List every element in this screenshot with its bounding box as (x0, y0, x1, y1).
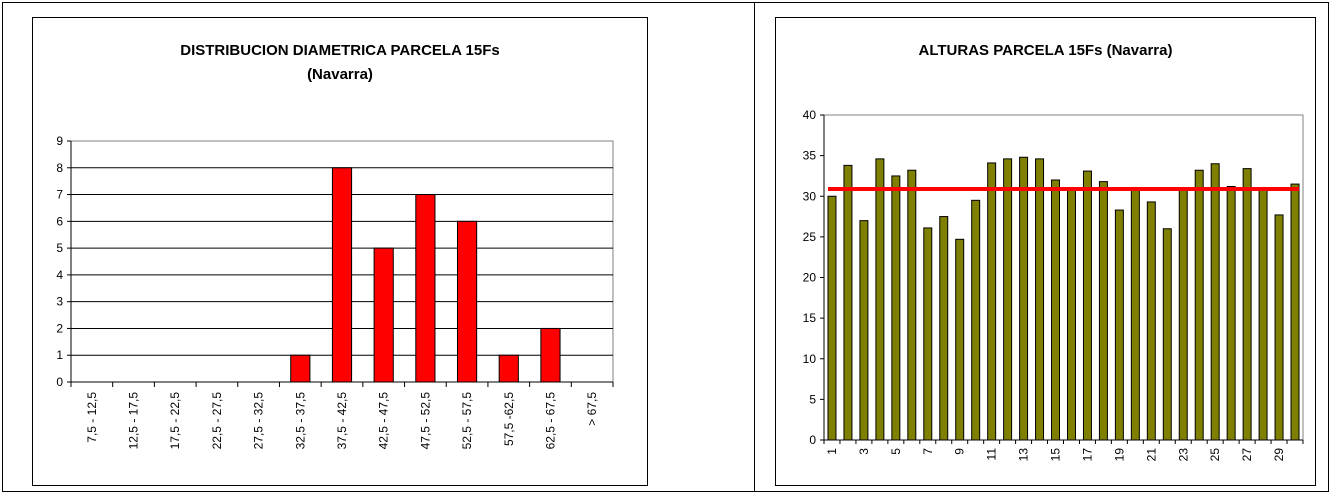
x-tick-label: 42,5 - 47,5 (377, 392, 391, 450)
x-tick-label: > 67,5 (585, 392, 599, 426)
bar (290, 354, 311, 383)
bar (1003, 158, 1013, 441)
y-tick-label: 3 (56, 295, 63, 309)
bar (923, 227, 933, 441)
x-tick-label: 15 (1049, 448, 1063, 462)
y-tick-label: 20 (803, 271, 817, 285)
bar (1258, 187, 1268, 441)
y-tick-label: 25 (803, 230, 817, 244)
y-tick-label: 8 (56, 161, 63, 175)
x-tick-label: 47,5 - 52,5 (418, 392, 432, 450)
bar (1035, 158, 1045, 441)
x-tick-label: 11 (985, 448, 999, 461)
bar (1051, 179, 1061, 441)
bar (875, 158, 885, 441)
x-tick-label: 9 (953, 448, 967, 455)
y-tick-label: 1 (56, 348, 63, 362)
panel-divider (754, 2, 755, 492)
y-tick-label: 6 (56, 214, 63, 228)
x-tick-label: 17,5 - 22,5 (168, 392, 182, 450)
y-tick-label: 5 (56, 241, 63, 255)
x-tick-label: 3 (857, 448, 871, 455)
y-tick-label: 7 (56, 188, 63, 202)
bar (939, 216, 949, 441)
y-tick-label: 5 (809, 392, 816, 406)
bar (1290, 183, 1300, 441)
bar (498, 354, 519, 383)
bar (373, 247, 394, 383)
bar (907, 169, 917, 441)
x-tick-label: 5 (889, 448, 903, 455)
y-tick-label: 2 (56, 321, 63, 335)
y-tick-label: 10 (803, 352, 817, 366)
bar (456, 220, 478, 383)
y-tick-label: 30 (803, 189, 817, 203)
x-tick-label: 13 (1017, 448, 1031, 462)
x-tick-label: 37,5 - 42,5 (335, 392, 349, 450)
bar (1019, 156, 1029, 441)
bar (827, 195, 837, 441)
chart-title-line-2: (Navarra) (307, 66, 373, 83)
x-tick-label: 25 (1208, 448, 1222, 462)
x-tick-label: 32,5 - 37,5 (293, 392, 307, 450)
bar (415, 194, 436, 383)
x-tick-label: 57,5 -62,5 (502, 392, 516, 446)
x-tick-label: 29 (1272, 448, 1286, 462)
bar (971, 199, 981, 441)
bar (1274, 214, 1284, 441)
plot-area (823, 114, 1304, 441)
x-tick-label: 12,5 - 17,5 (127, 392, 141, 450)
bar (1210, 163, 1220, 441)
y-tick-label: 35 (803, 149, 817, 163)
x-tick-label: 27,5 - 32,5 (252, 392, 266, 450)
bar (859, 220, 869, 441)
x-tick-label: 21 (1144, 448, 1158, 462)
bar (1242, 168, 1252, 441)
bar (1162, 228, 1172, 441)
bar (843, 164, 853, 441)
y-tick-label: 4 (56, 268, 63, 282)
x-tick-label: 1 (825, 448, 839, 455)
bar (1066, 188, 1076, 441)
x-tick-label: 22,5 - 27,5 (210, 392, 224, 450)
bar (891, 175, 901, 441)
bar (1114, 209, 1124, 441)
bar (1178, 189, 1188, 441)
bar (1194, 169, 1204, 441)
chart-title: ALTURAS PARCELA 15Fs (Navarra) (918, 42, 1173, 59)
x-tick-label: 27 (1240, 448, 1254, 462)
x-tick-label: 52,5 - 57,5 (460, 392, 474, 450)
x-tick-label: 7 (921, 448, 935, 455)
bar (1130, 189, 1140, 441)
bar (331, 167, 353, 383)
y-tick-label: 9 (56, 134, 63, 148)
x-tick-label: 17 (1080, 448, 1094, 462)
bar (1146, 201, 1156, 441)
y-tick-label: 40 (803, 108, 817, 122)
y-tick-label: 0 (56, 375, 63, 389)
x-tick-label: 19 (1112, 448, 1126, 462)
bar (1226, 186, 1236, 441)
y-tick-label: 0 (809, 433, 816, 447)
chart-title-line-1: DISTRIBUCION DIAMETRICA PARCELA 15Fs (180, 42, 500, 59)
diameter-chart-svg: 0 1 2 3 4 5 6 7 8 9 7,5 - 12,5 12,5 - 17,5 17,5 - 22… (56, 134, 614, 450)
heights-chart: ALTURAS PARCELA 15Fs (Navarra) 0 5 10 15 20 2… (775, 17, 1316, 486)
bar (955, 238, 965, 441)
x-tick-label: 23 (1176, 448, 1190, 462)
diameter-distribution-chart: DISTRIBUCION DIAMETRICA PARCELA 15Fs (Na… (32, 17, 648, 486)
bar (1082, 170, 1092, 441)
x-tick-label: 62,5 - 67,5 (543, 392, 557, 450)
y-tick-label: 15 (803, 311, 817, 325)
bar (1098, 181, 1108, 441)
x-tick-label: 7,5 - 12,5 (85, 392, 99, 443)
bar (987, 162, 997, 441)
bar (540, 327, 561, 383)
